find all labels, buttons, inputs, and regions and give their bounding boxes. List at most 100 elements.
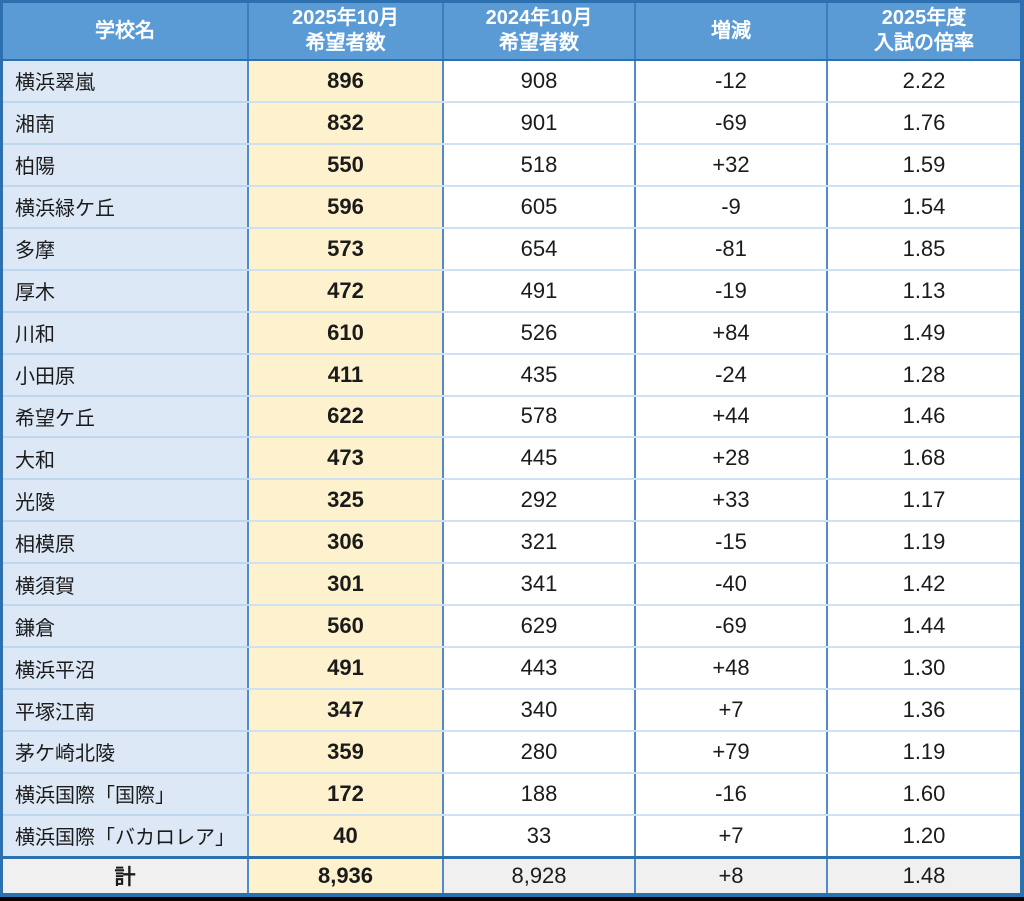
- school-name-cell: 横須賀: [3, 563, 249, 607]
- change-cell: -15: [635, 521, 828, 565]
- exam-ratio-cell: 1.46: [827, 395, 1020, 439]
- table-row: 柏陽 550 518 +32 1.59: [3, 143, 1020, 187]
- applicants-2024-cell: 292: [443, 479, 636, 523]
- column-header-applicants-2024: 2024年10月 希望者数: [443, 3, 636, 61]
- applicants-2024-cell: 526: [443, 311, 636, 355]
- applicants-2024-cell: 654: [443, 227, 636, 271]
- exam-ratio-cell: 1.13: [827, 269, 1020, 313]
- applicants-2025-cell: 491: [248, 647, 444, 691]
- exam-ratio-cell: 2.22: [827, 60, 1020, 103]
- total-applicants-2025-cell: 8,936: [248, 856, 444, 893]
- table-row: 横須賀 301 341 -40 1.42: [3, 563, 1020, 607]
- exam-ratio-cell: 1.49: [827, 311, 1020, 355]
- exam-ratio-cell: 1.54: [827, 185, 1020, 229]
- table-row: 小田原 411 435 -24 1.28: [3, 353, 1020, 397]
- school-name-cell: 大和: [3, 437, 249, 481]
- column-header-change: 増減: [635, 3, 828, 61]
- table-row: 大和 473 445 +28 1.68: [3, 437, 1020, 481]
- applicants-2024-cell: 445: [443, 437, 636, 481]
- total-exam-ratio-cell: 1.48: [827, 856, 1020, 893]
- applicants-2025-cell: 610: [248, 311, 444, 355]
- change-cell: +79: [635, 731, 828, 774]
- applicants-2024-cell: 321: [443, 521, 636, 565]
- exam-ratio-cell: 1.68: [827, 437, 1020, 481]
- column-header-school-name: 学校名: [3, 3, 249, 61]
- school-name-cell: 湘南: [3, 101, 249, 145]
- applicants-2024-cell: 443: [443, 647, 636, 691]
- total-row: 計 8,936 8,928 +8 1.48: [3, 856, 1020, 893]
- exam-ratio-cell: 1.60: [827, 772, 1020, 816]
- exam-ratio-cell: 1.76: [827, 101, 1020, 145]
- school-name-cell: 柏陽: [3, 143, 249, 187]
- school-name-cell: 光陵: [3, 479, 249, 523]
- change-cell: -12: [635, 60, 828, 103]
- applicants-2024-cell: 901: [443, 101, 636, 145]
- table-row: 多摩 573 654 -81 1.85: [3, 227, 1020, 271]
- bottom-edge-strip: [0, 897, 1024, 901]
- school-name-cell: 多摩: [3, 227, 249, 271]
- applicants-2025-cell: 172: [248, 772, 444, 816]
- applicants-2025-cell: 301: [248, 563, 444, 607]
- table-row: 湘南 832 901 -69 1.76: [3, 101, 1020, 145]
- change-cell: -40: [635, 563, 828, 607]
- applicants-2024-cell: 280: [443, 731, 636, 774]
- table-row: 相模原 306 321 -15 1.19: [3, 521, 1020, 565]
- table-row: 横浜国際「国際」 172 188 -16 1.60: [3, 772, 1020, 816]
- applicants-2025-cell: 550: [248, 143, 444, 187]
- total-change-cell: +8: [635, 856, 828, 893]
- change-cell: +32: [635, 143, 828, 187]
- change-cell: +44: [635, 395, 828, 439]
- applicants-2025-cell: 306: [248, 521, 444, 565]
- change-cell: -16: [635, 772, 828, 816]
- applicants-2024-cell: 341: [443, 563, 636, 607]
- column-header-exam-ratio-2025: 2025年度 入試の倍率: [827, 3, 1020, 61]
- applicants-2025-cell: 832: [248, 101, 444, 145]
- school-name-cell: 川和: [3, 311, 249, 355]
- change-cell: +7: [635, 689, 828, 732]
- school-name-cell: 希望ケ丘: [3, 395, 249, 439]
- table-row: 厚木 472 491 -19 1.13: [3, 269, 1020, 313]
- table-row: 茅ケ崎北陵 359 280 +79 1.19: [3, 731, 1020, 774]
- exam-ratio-cell: 1.19: [827, 731, 1020, 774]
- school-name-cell: 鎌倉: [3, 605, 249, 649]
- table-row: 光陵 325 292 +33 1.17: [3, 479, 1020, 523]
- change-cell: -69: [635, 101, 828, 145]
- school-name-cell: 横浜翠嵐: [3, 60, 249, 103]
- change-cell: +7: [635, 814, 828, 858]
- school-name-cell: 横浜国際「バカロレア」: [3, 814, 249, 858]
- applicants-2024-cell: 340: [443, 689, 636, 732]
- change-cell: +84: [635, 311, 828, 355]
- applicants-2024-cell: 629: [443, 605, 636, 649]
- applicants-2025-cell: 347: [248, 689, 444, 732]
- school-name-cell: 横浜平沼: [3, 647, 249, 691]
- change-cell: +33: [635, 479, 828, 523]
- school-name-cell: 茅ケ崎北陵: [3, 731, 249, 774]
- applicants-table: 学校名 2025年10月 希望者数 2024年10月 希望者数 増減 2025年…: [3, 3, 1020, 893]
- applicants-2025-cell: 896: [248, 60, 444, 103]
- applicants-2025-cell: 622: [248, 395, 444, 439]
- school-name-cell: 厚木: [3, 269, 249, 313]
- applicants-2024-cell: 908: [443, 60, 636, 103]
- table-row: 横浜翠嵐 896 908 -12 2.22: [3, 60, 1020, 103]
- exam-ratio-cell: 1.85: [827, 227, 1020, 271]
- table-row: 希望ケ丘 622 578 +44 1.46: [3, 395, 1020, 439]
- total-label-cell: 計: [3, 856, 249, 893]
- table-row: 横浜緑ケ丘 596 605 -9 1.54: [3, 185, 1020, 229]
- applicants-2025-cell: 560: [248, 605, 444, 649]
- change-cell: +28: [635, 437, 828, 481]
- exam-ratio-cell: 1.36: [827, 689, 1020, 732]
- applicants-2024-cell: 491: [443, 269, 636, 313]
- exam-ratio-cell: 1.17: [827, 479, 1020, 523]
- applicants-2024-cell: 518: [443, 143, 636, 187]
- change-cell: -81: [635, 227, 828, 271]
- change-cell: -9: [635, 185, 828, 229]
- exam-ratio-cell: 1.30: [827, 647, 1020, 691]
- change-cell: -19: [635, 269, 828, 313]
- applicants-2024-cell: 605: [443, 185, 636, 229]
- exam-ratio-cell: 1.42: [827, 563, 1020, 607]
- table-row: 横浜平沼 491 443 +48 1.30: [3, 647, 1020, 691]
- school-name-cell: 小田原: [3, 353, 249, 397]
- header-row: 学校名 2025年10月 希望者数 2024年10月 希望者数 増減 2025年…: [3, 3, 1020, 61]
- school-name-cell: 横浜緑ケ丘: [3, 185, 249, 229]
- applicants-2024-cell: 33: [443, 814, 636, 858]
